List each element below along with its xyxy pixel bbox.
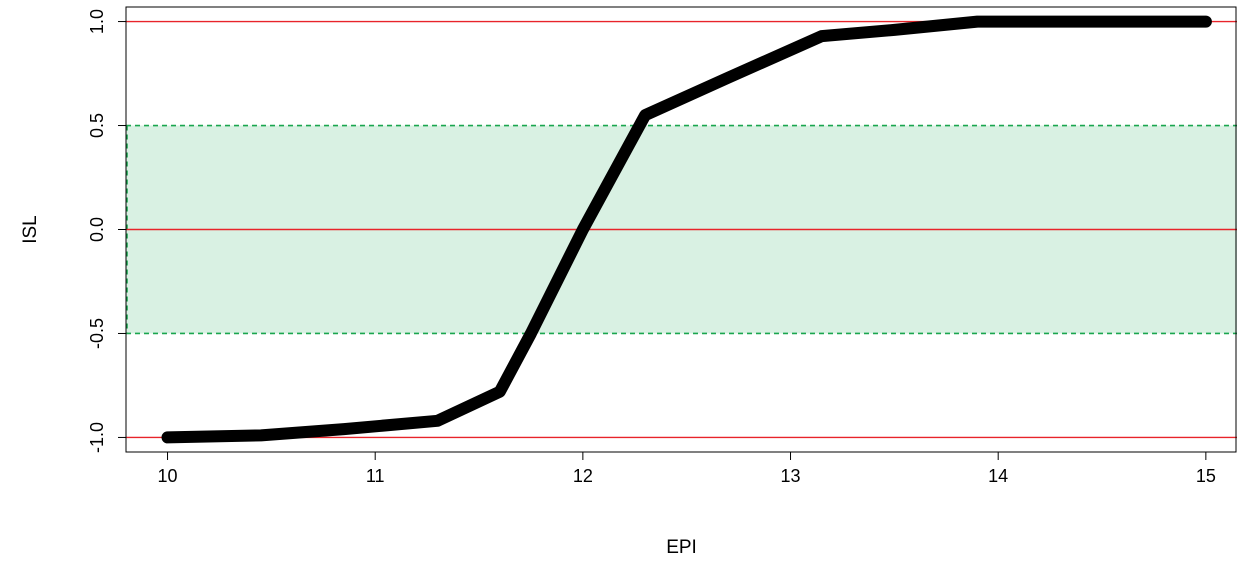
data-point [888,24,900,36]
data-point [639,109,651,121]
y-tick-label: 0.0 [87,217,107,242]
data-point [971,16,983,28]
x-tick-label: 15 [1196,466,1216,486]
x-axis: 10 11 12 13 14 15 [158,452,1216,486]
x-axis-title: EPI [666,537,697,558]
reference-lines [126,20,1237,439]
x-tick-label: 10 [158,466,178,486]
y-axis: -1.0 -0.5 0.0 0.5 1.0 [87,9,126,453]
x-tick-label: 11 [366,466,385,486]
x-tick-label: 14 [988,466,1008,486]
y-tick-label: 1.0 [87,9,107,34]
y-tick-label: 0.5 [87,113,107,138]
y-tick-label: -1.0 [87,422,107,453]
series-line-0 [161,15,1212,444]
data-point [1200,16,1212,28]
data-point [338,423,350,435]
y-tick-label: -0.5 [87,318,107,349]
data-point [722,72,734,84]
y-axis-title: ISL [20,215,41,244]
data-point [577,224,589,235]
data-point [494,386,506,398]
data-point [816,30,828,42]
data-point [525,327,537,339]
data-point [1034,16,1046,28]
data-point [431,415,443,427]
x-tick-label: 13 [781,466,801,486]
data-point [255,429,267,441]
series-layer [161,15,1212,444]
x-tick-label: 12 [573,466,593,486]
data-point [162,431,174,443]
